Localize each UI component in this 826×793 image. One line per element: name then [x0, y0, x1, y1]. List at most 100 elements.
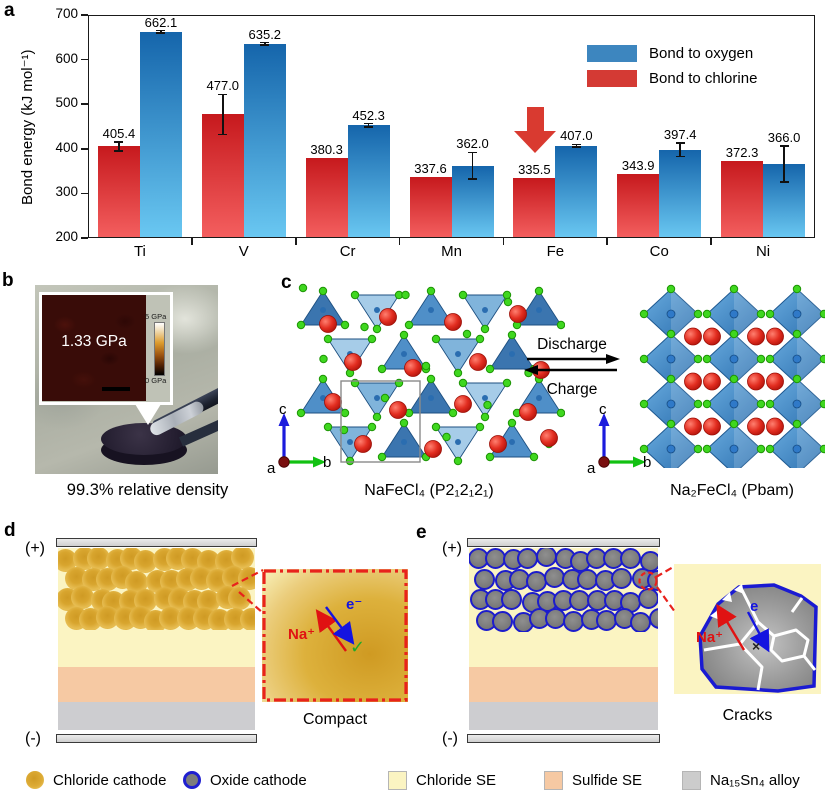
error-cap: [468, 151, 477, 154]
sulfide-se-layer: [58, 667, 255, 702]
bar-value-label: 380.3: [310, 141, 343, 157]
a-axis-origin-icon: [278, 456, 290, 468]
chloride-particle: [125, 570, 149, 594]
modulus-value: 1.33 GPa: [61, 333, 127, 350]
error-bar: [471, 152, 474, 180]
error-cap: [114, 141, 124, 143]
x-tick: [502, 238, 505, 245]
blocked-cross-icon: ×: [752, 638, 761, 654]
oxide-particle: [501, 588, 523, 610]
highlight-arrow-icon: [527, 107, 544, 133]
chlorine-bar-Co: [617, 173, 660, 238]
legend-row-oxygen: Bond to oxygen: [587, 45, 757, 62]
oxygen-legend-label: Bond to oxygen: [649, 45, 754, 62]
c-axis-arrow-icon: [278, 413, 290, 426]
chlorine-bar-Mn: [409, 176, 452, 238]
bottom-current-collector: [56, 734, 257, 743]
legend-item-oxide-cathode: Oxide cathode: [183, 767, 307, 793]
y-tick: [81, 14, 88, 16]
chloride-particle: [133, 588, 157, 612]
x-category-label: Co: [649, 243, 669, 260]
bar-value-label: 372.3: [725, 145, 759, 161]
negative-electrode-label-d: (-): [25, 730, 41, 747]
chloride-particle: [70, 586, 94, 610]
y-tick-label: 400: [55, 139, 78, 155]
positive-electrode-label-e: (+): [442, 540, 462, 557]
pellet-photo: 1.33 GPa 5 GPa 0 GPa: [35, 285, 218, 474]
chloride-particle: [87, 548, 111, 570]
error-cap: [779, 145, 789, 147]
chlorine-bar-Ti: [97, 146, 140, 238]
error-bar: [263, 42, 266, 46]
pellet: [101, 423, 187, 455]
y-tick-label: 600: [55, 50, 78, 66]
chlorine-bar-Ni: [721, 161, 764, 238]
oxygen-bar-Cr: [347, 125, 390, 238]
y-tick: [81, 148, 88, 150]
electron-label: e⁻: [346, 596, 363, 613]
y-tick-label: 700: [55, 6, 78, 21]
negative-electrode-label-e: (-): [442, 730, 458, 747]
check-icon: ✓: [350, 637, 366, 657]
chloride-cathode-layer: [58, 548, 255, 630]
chloride-particle: [58, 548, 78, 572]
error-cap: [156, 32, 166, 35]
inset-pointer: [135, 404, 161, 425]
cracks-caption: Cracks: [722, 707, 773, 724]
chloride-particle: [231, 548, 255, 570]
cell-stack-chloride: [56, 538, 257, 743]
bar-value-label: 477.0: [206, 78, 240, 94]
charge-label: Charge: [546, 381, 598, 398]
b-axis-label: b: [643, 454, 651, 471]
legend-item-chloride-se: Chloride SE: [388, 767, 496, 793]
oxide-particle: [630, 611, 652, 632]
error-bar: [367, 123, 370, 128]
bar-value-label: 662.1: [144, 14, 178, 30]
legend-row-chlorine: Bond to chlorine: [587, 70, 757, 87]
x-category-label: Cr: [339, 243, 356, 260]
colorbar: [154, 322, 165, 376]
b-axis-arrow-icon: [313, 456, 326, 468]
bar-value-label: 335.5: [518, 161, 551, 177]
electron-label: e: [750, 598, 759, 615]
panel-d-label: d: [4, 520, 16, 541]
panel-c-label: c: [281, 272, 292, 293]
inset-border: [262, 569, 408, 702]
bond-energy-chart: Bond energy (kJ mol⁻¹) 405.4 662.1 477.0 63…: [0, 0, 826, 262]
highlight-arrow-head-icon: [514, 131, 556, 153]
error-cap: [218, 93, 228, 96]
x-category-label: Ti: [133, 243, 146, 260]
legend-label: Sulfide SE: [572, 771, 643, 789]
bar-value-label: 452.3: [352, 107, 385, 123]
error-bar: [679, 143, 681, 157]
chloride-particle: [96, 605, 120, 629]
bar-value-label: 405.4: [102, 125, 136, 141]
c-axis-label: c: [279, 401, 287, 418]
chloride-particle: [239, 607, 255, 630]
y-tick-label: 300: [55, 184, 78, 200]
y-tick: [81, 58, 88, 61]
legend-item-sulfide-se: Sulfide SE: [544, 767, 642, 793]
error-cap: [260, 41, 270, 44]
electron-arrow-icon: [325, 606, 355, 645]
chart-legend: Bond to oxygen Bond to chlorine: [587, 45, 757, 95]
oxygen-bar-Fe: [555, 145, 598, 238]
reaction-arrow-icons: [524, 354, 620, 375]
alloy-swatch-icon: [682, 770, 701, 790]
chloride-particle: [133, 550, 157, 574]
x-tick: [294, 238, 297, 245]
cell-stack-oxide: [467, 538, 660, 743]
chlorine-bar-Fe: [513, 177, 556, 238]
error-cap: [675, 142, 685, 145]
bottom-current-collector: [467, 734, 660, 743]
panel-e-label: e: [416, 522, 427, 543]
cracked-particle-inset: Na⁺ e ×: [674, 564, 821, 694]
chloride-cathode-swatch-icon: [26, 771, 44, 789]
y-axis-title: Bond energy (kJ mol⁻¹): [19, 49, 36, 205]
top-current-collector: [467, 538, 660, 547]
c-axis-arrow-icon: [598, 413, 610, 426]
chloride-particle: [159, 607, 183, 630]
oxygen-bar-Ti: [139, 31, 182, 238]
bar-value-label: 362.0: [456, 136, 489, 152]
